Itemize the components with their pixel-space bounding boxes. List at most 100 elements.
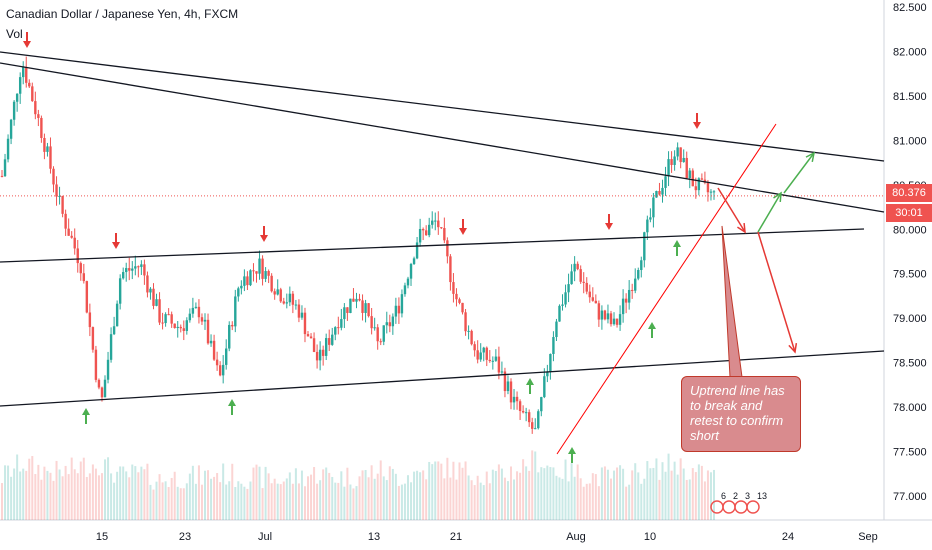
candle-body — [88, 312, 92, 328]
event-marker-label: 3 — [745, 491, 750, 501]
candle-body — [576, 263, 579, 270]
volume-bar — [243, 486, 246, 520]
candle-body — [643, 232, 646, 261]
y-tick-label: 81.500 — [893, 91, 927, 103]
volume-bar — [385, 480, 388, 520]
volume-bar — [79, 461, 82, 520]
volume-bar — [31, 456, 34, 520]
candle-body — [67, 228, 70, 236]
event-marker-label: 6 — [721, 491, 726, 501]
candle-body — [428, 224, 431, 236]
candle-body — [537, 411, 540, 429]
candle-body — [655, 190, 658, 198]
candle-body — [188, 313, 192, 321]
volume-bar — [246, 488, 249, 520]
volume-bar — [167, 487, 170, 520]
volume-bar — [394, 473, 397, 520]
callout-pointer — [721, 225, 743, 378]
candle-body — [328, 338, 331, 345]
candle-body — [76, 248, 79, 264]
volume-bar — [16, 454, 19, 520]
candle-body — [506, 381, 510, 392]
volume-bar — [464, 461, 467, 520]
volume-bar — [428, 461, 431, 520]
volume-bar — [609, 478, 612, 520]
bar-countdown-tag: 30:01 — [886, 204, 932, 222]
volume-bar — [564, 459, 567, 520]
volume-bar — [416, 470, 419, 520]
x-tick-label: 15 — [96, 531, 108, 543]
volume-bar — [634, 463, 637, 520]
candle-body — [131, 268, 134, 271]
candle-body — [582, 281, 585, 283]
candle-body — [82, 273, 86, 282]
volume-bar — [267, 473, 270, 520]
candle-body — [515, 396, 519, 402]
volume-bar — [506, 481, 509, 520]
volume-bar — [100, 473, 103, 520]
candle-body — [473, 344, 476, 351]
candle-body — [340, 319, 343, 328]
volume-bar — [200, 484, 203, 520]
volume-bar — [591, 473, 594, 520]
volume-bar — [658, 479, 661, 520]
candle-body — [246, 276, 249, 286]
candle-body — [143, 264, 146, 276]
volume-bar — [703, 481, 706, 520]
candle-body — [606, 313, 610, 320]
volume-bar — [28, 458, 31, 520]
candle-body — [179, 326, 182, 329]
volume-bar — [388, 466, 391, 520]
uptrend-line — [556, 123, 777, 455]
candle-body — [158, 299, 161, 323]
candle-body — [103, 379, 107, 398]
candle-body — [215, 359, 219, 366]
candle-body — [682, 157, 685, 163]
volume-bar — [307, 476, 310, 520]
volume-label: Vol — [6, 27, 23, 41]
candle-body — [424, 230, 428, 236]
candle-body — [518, 401, 522, 412]
volume-bar — [319, 480, 322, 520]
candle-body — [521, 411, 525, 413]
volume-bar — [400, 484, 403, 520]
volume-bar — [649, 468, 652, 520]
volume-bar — [316, 483, 319, 520]
volume-bar — [173, 471, 176, 520]
volume-bar — [282, 481, 285, 520]
candle-body — [22, 67, 25, 78]
volume-bar — [25, 470, 28, 520]
annotation-callout[interactable]: Uptrend line has to break and retest to … — [681, 376, 801, 452]
volume-bar — [37, 464, 40, 520]
volume-bar — [261, 488, 264, 520]
candle-body — [500, 371, 504, 373]
candle-body — [697, 178, 701, 191]
candle-body — [634, 278, 637, 291]
candle-body — [243, 276, 246, 286]
event-marker-label: 13 — [757, 491, 767, 501]
y-tick-label: 77.000 — [893, 491, 927, 503]
candle-body — [470, 330, 473, 345]
volume-bar — [488, 483, 491, 520]
x-tick-label: 10 — [644, 531, 656, 543]
candle-body — [546, 371, 549, 377]
volume-bar — [264, 466, 267, 520]
volume-bar — [240, 483, 243, 520]
volume-bar — [673, 461, 676, 520]
volume-bar — [313, 467, 316, 520]
volume-bar — [213, 476, 216, 520]
volume-bar — [179, 488, 182, 520]
candle-body — [12, 101, 16, 120]
candle-body — [612, 318, 616, 325]
volume-bar — [670, 470, 673, 520]
candle-body — [512, 396, 516, 403]
volume-bar — [146, 463, 149, 520]
volume-bar — [4, 465, 7, 520]
projection-arrow-down-2-head — [788, 342, 798, 354]
x-tick-label: 21 — [450, 531, 462, 543]
candle-body — [112, 326, 116, 335]
candle-body — [712, 191, 716, 193]
candle-body — [434, 220, 437, 222]
volume-bar — [458, 462, 461, 520]
